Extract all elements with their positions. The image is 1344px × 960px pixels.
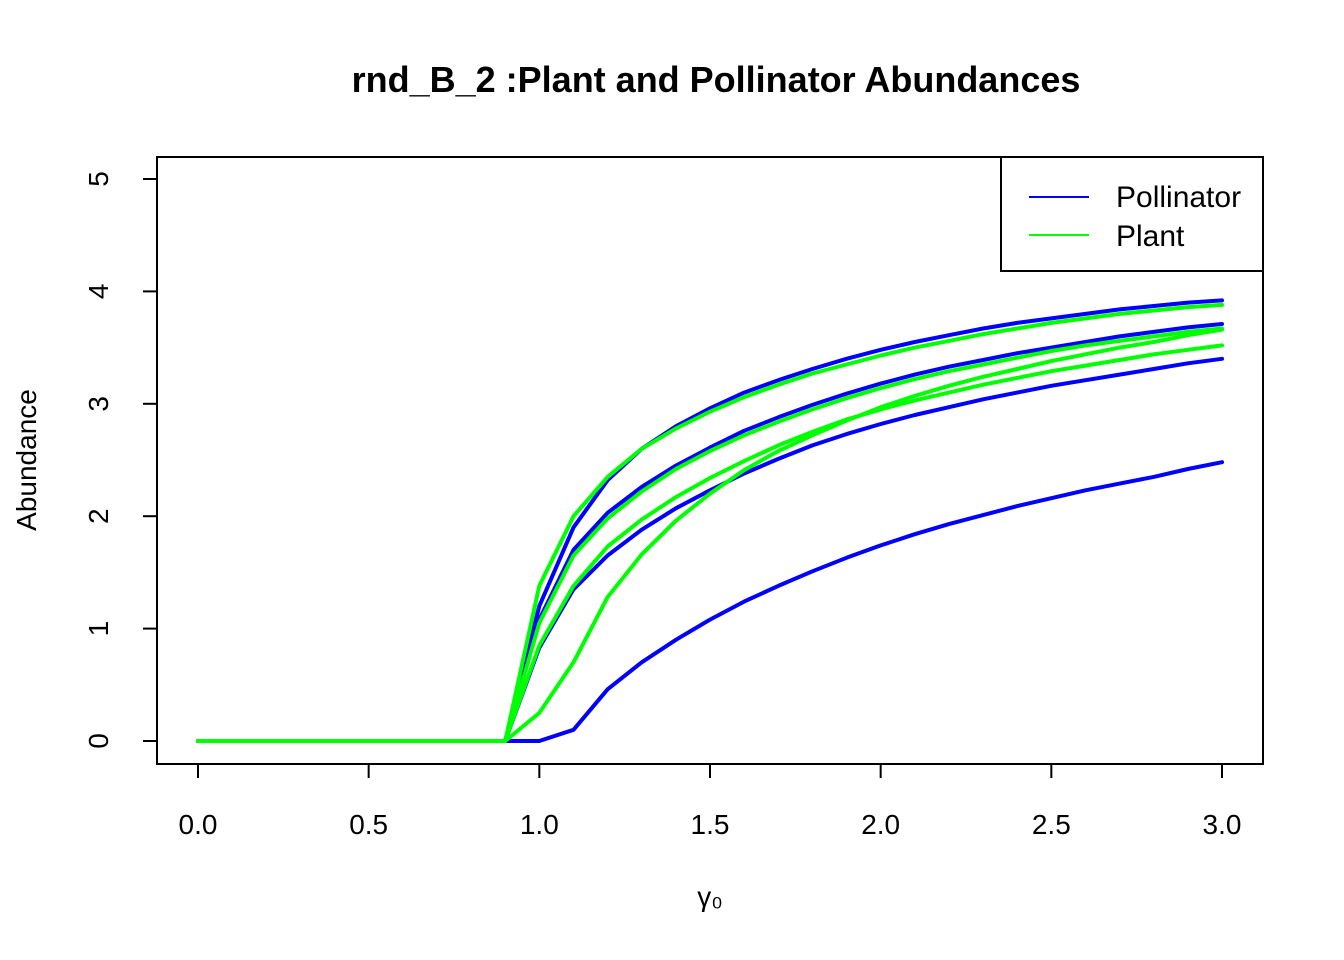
y-tick-label: 5 bbox=[83, 171, 114, 187]
y-axis-label: Abundance bbox=[11, 389, 42, 531]
legend-label-plant: Plant bbox=[1116, 220, 1185, 253]
x-tick-label: 0.5 bbox=[349, 809, 388, 840]
legend-label-pollinator: Pollinator bbox=[1116, 181, 1241, 214]
y-tick-label: 2 bbox=[83, 508, 114, 524]
y-tick-label: 3 bbox=[83, 396, 114, 412]
x-tick-label: 3.0 bbox=[1203, 809, 1242, 840]
series-line-plant-6 bbox=[196, 343, 1224, 743]
series-line-pollinator-3 bbox=[196, 322, 1224, 743]
y-axis: 0 1 2 3 4 5 bbox=[83, 171, 158, 749]
series-line-plant-7 bbox=[196, 326, 1224, 743]
series-line-plant-5 bbox=[196, 327, 1224, 743]
x-tick-label: 0.0 bbox=[179, 809, 218, 840]
series-line-pollinator-2 bbox=[196, 356, 1224, 743]
x-axis-label: γ₀ bbox=[697, 881, 723, 912]
series-line-pollinator-1 bbox=[196, 460, 1224, 743]
y-tick-label: 1 bbox=[83, 621, 114, 637]
series-layer bbox=[196, 298, 1224, 743]
legend: Pollinator Plant bbox=[1000, 156, 1264, 272]
y-tick-label: 0 bbox=[83, 733, 114, 749]
x-tick-label: 1.5 bbox=[691, 809, 730, 840]
series-line-plant-8 bbox=[196, 302, 1224, 743]
x-tick-label: 1.0 bbox=[520, 809, 559, 840]
x-tick-label: 2.5 bbox=[1032, 809, 1071, 840]
chart-title: rnd_B_2 :Plant and Pollinator Abundances bbox=[352, 59, 1081, 100]
x-tick-label: 2.0 bbox=[861, 809, 900, 840]
legend-box bbox=[1000, 156, 1264, 272]
y-tick-label: 4 bbox=[83, 284, 114, 300]
x-axis: 0.0 0.5 1.0 1.5 2.0 2.5 3.0 bbox=[179, 763, 1242, 840]
